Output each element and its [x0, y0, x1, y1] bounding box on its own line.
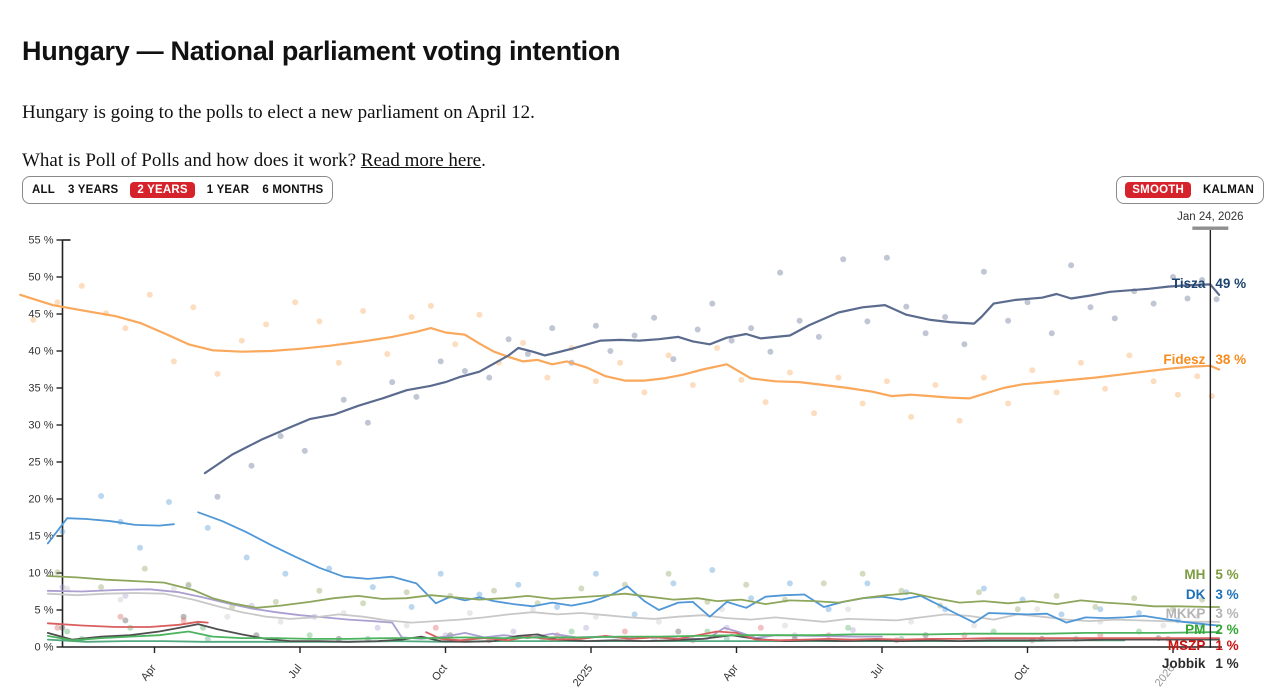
- legend-party-label: Fidesz: [1163, 352, 1205, 367]
- trend-line-tisza: [203, 283, 1221, 475]
- poll-of-polls-question: What is Poll of Polls and how does it wo…: [22, 150, 486, 171]
- x-tick-label: 2025: [571, 662, 596, 689]
- legend-fidesz: Fidesz 38 %: [1163, 352, 1246, 367]
- legend-party-value: 1 %: [1215, 638, 1238, 653]
- range-2-years-button[interactable]: 2 YEARS: [130, 182, 195, 198]
- cursor-date-label: Jan 24, 2026: [1177, 211, 1244, 223]
- legend-party-label: PM: [1185, 622, 1205, 637]
- y-tick-label: 10 %: [28, 568, 53, 580]
- y-tick-label: 45 %: [28, 309, 53, 321]
- legend-mkkp: MKKP 3 %: [1166, 606, 1239, 621]
- y-tick-label: 5 %: [35, 605, 54, 617]
- legend-mh: MH 5 %: [1184, 567, 1238, 582]
- smoothing-kalman-button[interactable]: KALMAN: [1202, 184, 1254, 196]
- smoothing-smooth-button[interactable]: SMOOTH: [1125, 182, 1191, 198]
- trend-line-fidesz: [19, 293, 1221, 400]
- y-tick-label: 15 %: [28, 531, 53, 543]
- range-6-months-button[interactable]: 6 MONTHS: [262, 184, 324, 196]
- legend-party-value: 5 %: [1215, 567, 1238, 582]
- range-3-years-button[interactable]: 3 YEARS: [67, 184, 119, 196]
- y-tick-label: 35 %: [28, 383, 53, 395]
- x-tick-label: Oct: [1012, 662, 1032, 683]
- legend-party-value: 1 %: [1215, 656, 1238, 671]
- y-tick-label: 50 %: [28, 272, 53, 284]
- x-axis: [62, 646, 1222, 653]
- legend-party-label: Jobbik: [1162, 656, 1206, 671]
- legend-party-value: 49 %: [1215, 276, 1246, 291]
- legend-party-value: 38 %: [1215, 352, 1246, 367]
- poll-dots-fidesz: [30, 282, 1215, 424]
- trend-line-mh: [46, 575, 1220, 609]
- range-1-year-button[interactable]: 1 YEAR: [206, 184, 250, 196]
- x-tick-label: Oct: [430, 662, 450, 683]
- legend-party-label: Tisza: [1172, 276, 1206, 291]
- read-more-link[interactable]: Read more here: [360, 150, 482, 171]
- cursor-drag-handle: [1192, 226, 1229, 230]
- x-tick-label: Jul: [868, 662, 886, 680]
- trend-line-jobbik: [46, 623, 1220, 643]
- legend-tisza: Tisza 49 %: [1172, 276, 1246, 291]
- legend-dk: DK 3 %: [1186, 587, 1239, 602]
- legend-party-label: MKKP: [1166, 606, 1206, 621]
- legend-party-label: MSZP: [1168, 638, 1206, 653]
- trend-line-mkkp: [46, 592, 1220, 624]
- x-tick-label: Apr: [139, 662, 159, 683]
- legend-party-label: DK: [1186, 587, 1206, 602]
- legend-jobbik: Jobbik 1 %: [1162, 656, 1239, 671]
- intro-text: Hungary is going to the polls to elect a…: [22, 102, 535, 123]
- range-all-button[interactable]: ALL: [32, 184, 55, 196]
- trend-line-momentum: [46, 588, 883, 640]
- y-tick-label: 25 %: [28, 457, 53, 469]
- legend-party-value: 2 %: [1215, 622, 1238, 637]
- x-tick-label: Apr: [721, 662, 741, 683]
- y-tick-label: 20 %: [28, 494, 53, 506]
- poll-dots-mkkp: [64, 585, 1201, 629]
- legend-pm: PM 2 %: [1185, 622, 1239, 637]
- y-tick-label: 40 %: [28, 346, 53, 358]
- trend-line-dk: [46, 511, 1220, 627]
- legend-party-value: 3 %: [1215, 587, 1238, 602]
- trend-line-pm: [46, 630, 1220, 642]
- page-title: Hungary — National parliament voting int…: [22, 36, 621, 67]
- legend-party-value: 3 %: [1215, 606, 1238, 621]
- smoothing-selector: SMOOTH KALMAN: [1116, 176, 1264, 204]
- legend-party-label: MH: [1184, 567, 1205, 582]
- poll-dots-dk: [59, 493, 1206, 629]
- y-tick-label: 55 %: [28, 235, 53, 247]
- poll-dots-tisza: [214, 254, 1220, 500]
- time-range-selector: ALL 3 YEARS 2 YEARS 1 YEAR 6 MONTHS: [22, 176, 334, 204]
- y-tick-label: 0 %: [35, 642, 54, 654]
- x-tick-label: Jul: [286, 662, 304, 680]
- y-tick-label: 30 %: [28, 420, 53, 432]
- legend-mszp: MSZP 1 %: [1168, 638, 1239, 653]
- date-cursor[interactable]: Jan 24, 2026: [1177, 211, 1244, 648]
